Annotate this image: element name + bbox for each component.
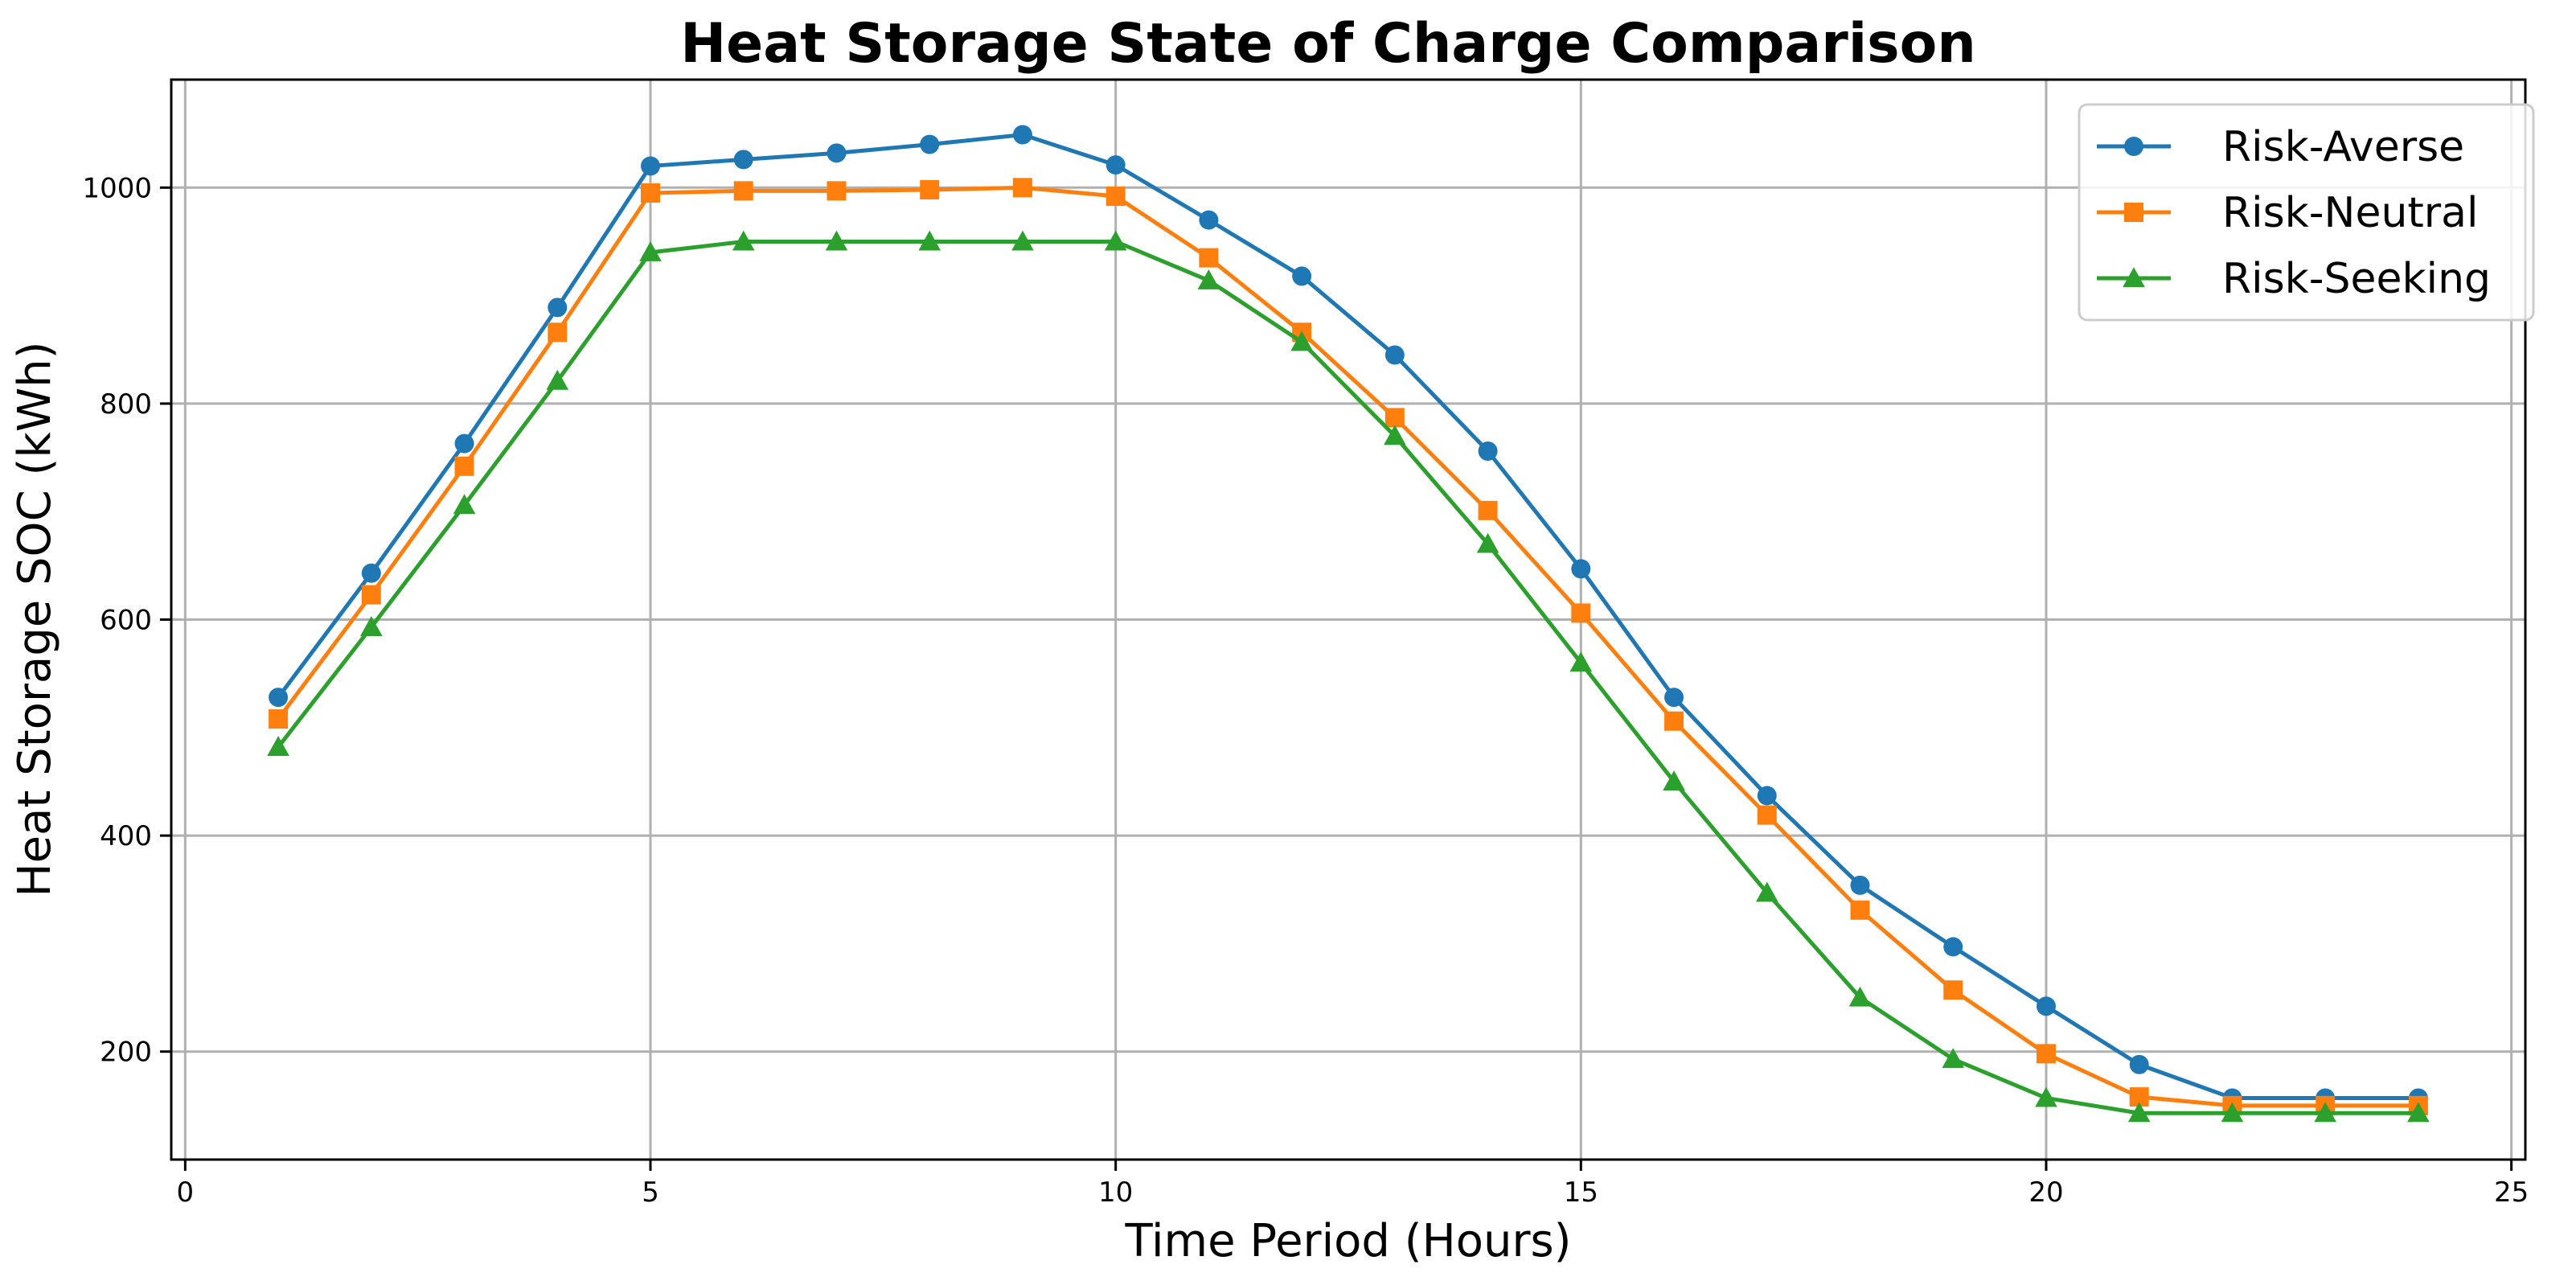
data-point (1105, 155, 1126, 175)
data-point (1571, 559, 1591, 579)
data-point (2127, 1102, 2151, 1123)
data-point (1384, 345, 1405, 365)
legend-marker (2124, 203, 2143, 222)
legend: Risk-Averse Risk-Neutral Risk-Seeking (2078, 103, 2535, 322)
series-risk-neutral (269, 178, 2428, 1115)
data-point (2036, 996, 2056, 1016)
y-tick-label: 200 (100, 1037, 152, 1069)
data-point (639, 241, 662, 261)
legend-item: Risk-Seeking (2097, 255, 2491, 303)
data-point (732, 230, 755, 251)
data-point (827, 181, 847, 201)
data-point (1664, 688, 1684, 708)
data-point (1757, 786, 1777, 806)
data-point (920, 179, 940, 199)
data-point (1290, 331, 1313, 351)
x-tick-label: 0 (177, 1176, 195, 1209)
data-point (548, 298, 568, 318)
data-point (1848, 986, 1872, 1007)
data-point (920, 134, 940, 154)
data-point (269, 709, 289, 729)
x-tick-label: 25 (2494, 1176, 2529, 1209)
data-point (2314, 1102, 2336, 1123)
y-axis-label: Heat Storage SOC (kWh) (9, 341, 61, 897)
series-line (277, 185, 2418, 1108)
data-point (827, 143, 847, 163)
data-point (1105, 187, 1126, 207)
x-tick-label: 20 (2028, 1176, 2063, 1209)
legend-box (2078, 103, 2535, 322)
chart-title: Heat Storage State of Charge Comparison (680, 12, 1976, 76)
data-point (1197, 269, 1220, 289)
data-point (1384, 408, 1405, 428)
data-point (360, 616, 383, 636)
axis-ticks: 0 5 10 15 20 25 200 400 600 800 1000 (82, 172, 2529, 1209)
data-point (1292, 266, 1312, 286)
legend-marker (2124, 137, 2143, 156)
legend-label: Risk-Averse (2222, 123, 2464, 171)
data-point (1478, 441, 1498, 461)
data-point (1942, 1048, 1965, 1069)
y-tick-label: 600 (100, 605, 152, 637)
data-point (2129, 1054, 2149, 1074)
data-point (1199, 248, 1219, 268)
data-point (1199, 210, 1219, 230)
data-point (641, 183, 661, 203)
data-point (454, 433, 474, 454)
data-point (1571, 603, 1591, 623)
data-point (1850, 900, 1870, 920)
data-point (1569, 651, 1593, 672)
x-tick-label: 15 (1564, 1176, 1598, 1209)
data-point (1664, 711, 1684, 731)
data-point (361, 585, 381, 605)
series-line (277, 132, 2418, 1100)
data-point (2035, 1086, 2057, 1107)
data-point (1943, 937, 1963, 957)
data-point (641, 156, 661, 176)
series-risk-averse (269, 125, 2428, 1108)
data-point (267, 736, 289, 757)
data-point (361, 563, 381, 583)
x-tick-label: 10 (1098, 1176, 1133, 1209)
data-point (1663, 770, 1685, 790)
data-point (548, 322, 568, 343)
legend-marker (2123, 267, 2145, 288)
data-point (269, 688, 289, 708)
data-point (733, 181, 753, 201)
data-point (546, 369, 569, 390)
series-line (277, 239, 2418, 1115)
data-point (1012, 178, 1032, 198)
data-point (1757, 805, 1777, 825)
legend-item: Risk-Averse (2097, 123, 2464, 171)
data-point (1943, 980, 1963, 1000)
legend-label: Risk-Seeking (2222, 255, 2491, 303)
x-tick-label: 5 (642, 1176, 659, 1209)
data-point (1011, 230, 1034, 251)
data-point (918, 230, 941, 251)
data-point (1384, 425, 1406, 445)
series-group (267, 125, 2430, 1123)
data-point (1476, 532, 1499, 553)
data-point (1478, 500, 1498, 520)
data-point (454, 456, 474, 476)
data-point (825, 230, 848, 251)
data-point (1755, 881, 1778, 902)
data-point (2036, 1044, 2056, 1064)
x-axis-label: Time Period (Hours) (1124, 1215, 1571, 1267)
legend-label: Risk-Neutral (2222, 189, 2478, 237)
y-tick-label: 400 (100, 820, 152, 852)
data-point (1012, 125, 1032, 145)
legend-item: Risk-Neutral (2097, 189, 2478, 237)
data-point (733, 150, 753, 170)
data-point (2221, 1102, 2244, 1123)
y-tick-label: 1000 (82, 172, 152, 204)
data-point (1850, 875, 1870, 895)
data-point (1104, 230, 1127, 251)
data-point (2407, 1102, 2430, 1123)
series-risk-seeking (267, 230, 2430, 1123)
data-point (453, 494, 476, 515)
y-tick-label: 800 (100, 388, 152, 421)
